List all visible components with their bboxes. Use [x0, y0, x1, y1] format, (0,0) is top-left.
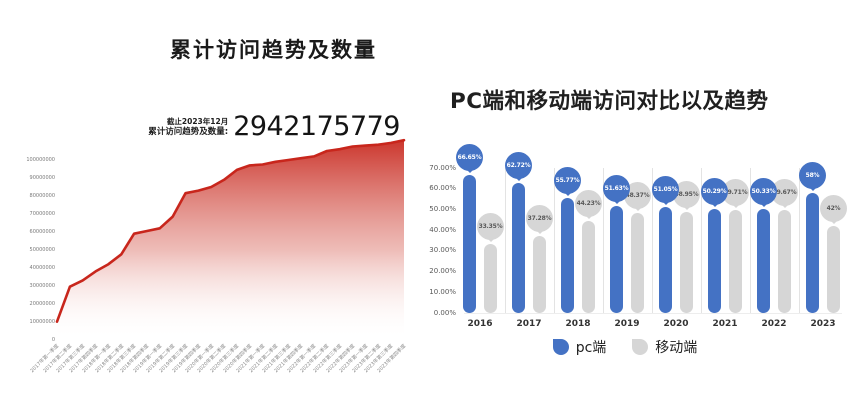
- balloon-value-label: 49.67%: [772, 189, 797, 197]
- group-separator: [651, 168, 653, 313]
- pc-value-balloon-2016: 66.65%: [456, 144, 483, 172]
- cumulative-visits-panel: 累计访问趋势及数量 截止2023年12月 累计访问趋势及数量: 29421757…: [26, 38, 407, 374]
- pc-bar-2023: [806, 192, 819, 313]
- left-chart-title: 累计访问趋势及数量: [170, 38, 377, 62]
- left-y-tick: 20000000: [29, 301, 55, 308]
- mobile-bar-2018: [582, 221, 595, 313]
- year-label: 2016: [467, 319, 493, 329]
- balloon-value-label: 51.05%: [653, 186, 678, 194]
- pc-legend-label: pc端: [575, 340, 607, 356]
- left-y-tick: 10000000: [29, 319, 55, 326]
- total-value: 2942175779: [233, 111, 400, 142]
- right-y-tick: 40.00%: [429, 225, 456, 234]
- pc-value-balloon-2022: 50.33%: [750, 177, 777, 205]
- year-label: 2020: [663, 319, 689, 329]
- pc-bar-2022: [757, 208, 770, 313]
- balloon-value-label: 48.95%: [674, 190, 699, 198]
- left-y-tick: 100000000: [26, 157, 55, 164]
- right-y-tick: 50.00%: [429, 205, 456, 213]
- cumulative-total-annotation: 截止2023年12月 累计访问趋势及数量: 2942175779: [148, 111, 400, 142]
- mobile-value-balloon-2023: 42%: [820, 195, 847, 223]
- left-y-tick: 50000000: [29, 247, 55, 254]
- right-chart-title: PC端和移动端访问对比以及趋势: [450, 89, 769, 114]
- legend-item-pc: pc端: [552, 337, 607, 357]
- mobile-bar-2017: [533, 235, 546, 313]
- right-y-tick: 20.00%: [429, 267, 456, 276]
- balloon-value-label: 44.23%: [576, 200, 601, 208]
- group-separator: [553, 168, 555, 313]
- pc-value-balloon-2023: 58%: [799, 161, 826, 189]
- balloon-value-label: 37.28%: [527, 214, 552, 222]
- mobile-bar-2021: [729, 210, 742, 313]
- pc-value-balloon-2019: 51.63%: [603, 175, 630, 203]
- mobile-legend-marker-icon: [632, 339, 649, 355]
- left-y-tick: 90000000: [29, 175, 55, 182]
- right-y-tick: 10.00%: [429, 287, 456, 296]
- balloon-value-label: 62.72%: [506, 162, 531, 170]
- asof-label: 截止2023年12月: [166, 116, 229, 126]
- group-separator: [798, 168, 800, 313]
- pc-value-balloon-2020: 51.05%: [652, 176, 679, 204]
- mobile-bar-2019: [631, 212, 644, 313]
- pc-legend-marker-icon: [552, 339, 569, 355]
- right-y-tick: 60.00%: [429, 184, 456, 193]
- year-label: 2023: [810, 319, 836, 329]
- legend-item-mobile: 移动端: [632, 337, 697, 357]
- pc-bar-2016: [463, 175, 476, 313]
- balloon-value-label: 51.63%: [604, 185, 629, 193]
- pc-bar-2019: [610, 206, 623, 313]
- area-chart: [55, 138, 406, 340]
- right-y-tick: 70.00%: [429, 163, 456, 172]
- year-label: 2017: [516, 319, 542, 329]
- mobile-bar-2016: [484, 243, 497, 313]
- mobile-value-balloon-2017: 37.28%: [526, 204, 553, 232]
- balloon-value-label: 58%: [805, 171, 820, 179]
- left-y-tick: 40000000: [29, 265, 55, 272]
- left-y-tick: 70000000: [29, 211, 55, 218]
- total-label: 累计访问趋势及数量:: [148, 126, 229, 137]
- mobile-value-balloon-2022: 49.67%: [771, 179, 798, 207]
- pc-bar-2017: [512, 183, 525, 313]
- balloon-value-label: 42%: [826, 205, 841, 213]
- group-separator: [504, 168, 506, 313]
- left-y-tick: 80000000: [29, 193, 55, 200]
- group-separator: [602, 168, 604, 313]
- pc-bar-2021: [708, 208, 721, 313]
- trend-line: [55, 138, 406, 323]
- annotation-labels: 截止2023年12月 累计访问趋势及数量:: [148, 117, 228, 140]
- year-label: 2019: [614, 319, 640, 329]
- area-fill: [57, 140, 404, 340]
- balloon-value-label: 50.29%: [702, 187, 727, 195]
- year-label: 2018: [565, 319, 591, 329]
- group-separator: [749, 168, 751, 313]
- pc-bar-2018: [561, 197, 574, 313]
- mobile-bar-2022: [778, 210, 791, 313]
- pc-mobile-comparison-panel: PC端和移动端访问对比以及趋势 33.35% 66.65% 37.28% 62.72%…: [426, 0, 852, 411]
- pc-value-balloon-2017: 62.72%: [505, 152, 532, 180]
- left-y-tick: 30000000: [29, 283, 55, 290]
- mobile-bar-2023: [827, 226, 840, 313]
- balloon-value-label: 66.65%: [457, 154, 482, 162]
- right-y-tick: 30.00%: [429, 246, 456, 255]
- balloon-value-label: 49.71%: [723, 189, 748, 197]
- balloon-value-label: 48.37%: [625, 191, 650, 199]
- pc-value-balloon-2021: 50.29%: [701, 177, 728, 205]
- right-y-tick: 0.00%: [433, 308, 456, 317]
- left-y-tick: 60000000: [29, 229, 55, 236]
- year-label: 2022: [761, 319, 787, 329]
- mobile-value-balloon-2016: 33.35%: [477, 212, 504, 240]
- left-y-tick: 0: [51, 337, 55, 344]
- balloon-value-label: 55.77%: [555, 176, 580, 184]
- mobile-value-balloon-2018: 44.23%: [575, 190, 602, 218]
- pc-bar-2020: [659, 207, 672, 313]
- legend: pc端 移动端: [412, 337, 838, 357]
- mobile-legend-label: 移动端: [655, 340, 698, 356]
- group-separator: [700, 168, 702, 313]
- pc-value-balloon-2018: 55.77%: [554, 166, 581, 194]
- x-axis-line: [464, 313, 842, 314]
- balloon-value-label: 50.33%: [751, 187, 776, 195]
- year-label: 2021: [712, 319, 738, 329]
- mobile-bar-2020: [680, 211, 693, 313]
- balloon-value-label: 33.35%: [478, 222, 503, 230]
